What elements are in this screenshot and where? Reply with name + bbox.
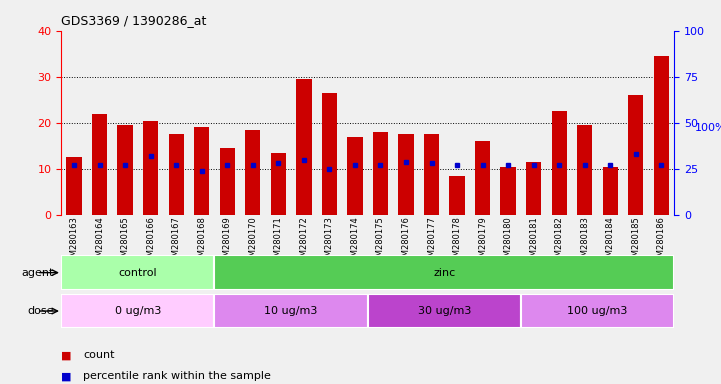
Bar <box>61 255 215 290</box>
Bar <box>118 125 133 215</box>
Bar <box>449 176 465 215</box>
Text: zinc: zinc <box>433 268 456 278</box>
Bar <box>245 130 260 215</box>
Bar <box>194 127 209 215</box>
Bar <box>373 132 388 215</box>
Bar <box>521 294 674 328</box>
Text: percentile rank within the sample: percentile rank within the sample <box>83 371 271 381</box>
Bar <box>526 162 541 215</box>
Bar <box>215 294 368 328</box>
Text: ■: ■ <box>61 350 72 360</box>
Text: dose: dose <box>27 306 54 316</box>
Bar <box>654 56 669 215</box>
Bar <box>215 255 674 290</box>
Bar <box>552 111 567 215</box>
Text: control: control <box>118 268 157 278</box>
Bar <box>322 93 337 215</box>
Y-axis label: 100%: 100% <box>694 123 721 133</box>
Bar <box>169 134 184 215</box>
Bar <box>628 95 644 215</box>
Text: ■: ■ <box>61 371 72 381</box>
Bar <box>424 134 439 215</box>
Text: agent: agent <box>22 268 54 278</box>
Bar <box>66 157 81 215</box>
Bar <box>577 125 593 215</box>
Bar <box>220 148 235 215</box>
Bar <box>296 79 311 215</box>
Bar <box>348 137 363 215</box>
Bar <box>398 134 414 215</box>
Bar <box>270 153 286 215</box>
Bar <box>603 167 618 215</box>
Bar <box>92 114 107 215</box>
Text: GDS3369 / 1390286_at: GDS3369 / 1390286_at <box>61 14 207 27</box>
Text: 100 ug/m3: 100 ug/m3 <box>567 306 628 316</box>
Text: 30 ug/m3: 30 ug/m3 <box>417 306 471 316</box>
Text: count: count <box>83 350 115 360</box>
Bar <box>475 141 490 215</box>
Bar <box>61 294 215 328</box>
Bar <box>143 121 159 215</box>
Text: 0 ug/m3: 0 ug/m3 <box>115 306 161 316</box>
Text: 10 ug/m3: 10 ug/m3 <box>265 306 318 316</box>
Bar <box>368 294 521 328</box>
Bar <box>500 167 516 215</box>
